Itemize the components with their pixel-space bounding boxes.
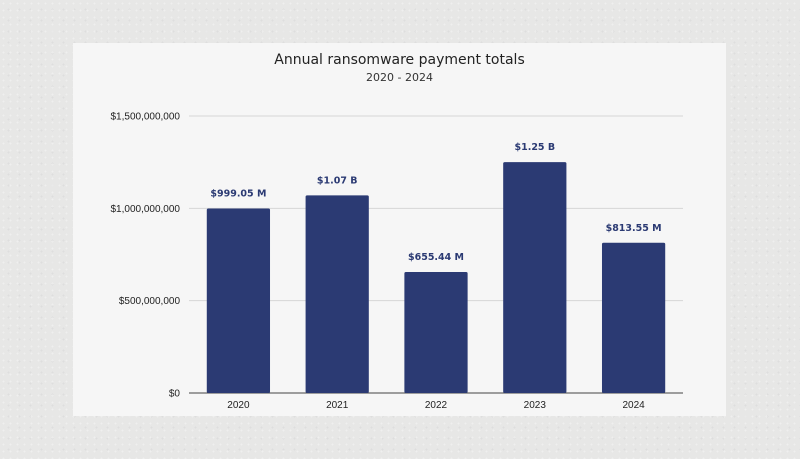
x-tick-label: 2024 — [622, 400, 645, 411]
y-tick-label: $1,500,000,000 — [110, 112, 180, 123]
x-tick-label: 2022 — [425, 400, 448, 411]
bar — [601, 242, 666, 393]
data-label: $1.25 B — [514, 142, 555, 153]
data-label: $1.07 B — [317, 175, 358, 186]
bar — [503, 162, 567, 393]
data-label: $999.05 M — [210, 189, 266, 200]
chart-card: Annual ransomware payment totals 2020 - … — [73, 43, 726, 416]
chart-subtitle: 2020 - 2024 — [366, 71, 433, 84]
x-tick-label: 2021 — [326, 400, 349, 411]
bar-chart: $0 $500,000,000 $1,000,000,000 $1,500,000,0… — [110, 112, 683, 411]
y-tick-label: $500,000,000 — [119, 296, 181, 307]
data-label: $655.44 M — [408, 252, 464, 263]
bar — [404, 271, 468, 393]
bar — [206, 208, 271, 393]
x-tick-label: 2020 — [227, 400, 250, 411]
bar — [305, 195, 369, 393]
y-tick-label: $0 — [169, 389, 181, 400]
y-tick-label: $1,000,000,000 — [110, 204, 180, 215]
chart-title: Annual ransomware payment totals — [274, 52, 525, 68]
x-tick-label: 2023 — [524, 400, 547, 411]
data-label: $813.55 M — [606, 223, 662, 234]
